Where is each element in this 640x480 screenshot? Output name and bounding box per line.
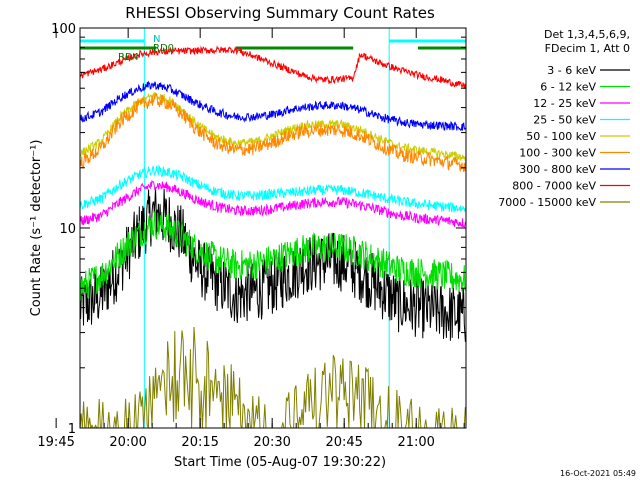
rd4-label: RD4: [118, 52, 139, 63]
legend: Det 1,3,4,5,6,9, FDecim 1, Att 0 3 - 6 k…: [498, 28, 630, 209]
x-tick-label-3: 20:30: [253, 435, 290, 450]
legend-label-8: 7000 - 15000 keV: [498, 196, 596, 209]
x-tick-label-2: 20:15: [181, 435, 218, 450]
y-tick-label-2: 100: [51, 22, 76, 37]
series-line-0: [80, 187, 466, 342]
legend-label-3: 25 - 50 keV: [533, 114, 596, 127]
x-axis: 19:45 20:00 20:15 20:30 20:45 21:00: [37, 28, 465, 450]
x-axis-label: Start Time (05-Aug-07 19:30:22): [174, 455, 386, 470]
series-line-5: [80, 92, 466, 173]
x-tick-label-1: 20:00: [109, 435, 146, 450]
x-tick-label-0: 19:45: [37, 435, 74, 450]
x-tick-label-5: 21:00: [397, 435, 434, 450]
rd0-label: RD0: [153, 43, 174, 54]
series-line-7: [80, 45, 466, 89]
y-axis-label: Count Rate (s⁻¹ detector⁻¹): [29, 140, 44, 317]
legend-label-6: 300 - 800 keV: [519, 163, 596, 176]
y-tick-label-1: 10: [59, 222, 76, 237]
x-tick-label-4: 20:45: [325, 435, 362, 450]
traces-group: [80, 28, 466, 428]
legend-label-2: 12 - 25 keV: [533, 97, 596, 110]
series-line-6: [80, 80, 466, 132]
legend-label-4: 50 - 100 keV: [526, 130, 596, 143]
legend-header-line-2: FDecim 1, Att 0: [545, 42, 630, 55]
series-line-8: [80, 326, 466, 428]
y-tick-label-0: 1: [68, 422, 76, 437]
legend-label-7: 800 - 7000 keV: [512, 180, 596, 193]
series-line-2: [80, 179, 466, 228]
series-line-1: [80, 211, 466, 302]
y-axis: 1 10 100: [51, 22, 466, 437]
series-line-4: [80, 92, 466, 162]
legend-label-0: 3 - 6 keV: [547, 64, 596, 77]
chart-title: RHESSI Observing Summary Count Rates: [125, 4, 435, 22]
timestamp: 16-Oct-2021 05:49: [560, 469, 636, 478]
legend-header-line-1: Det 1,3,4,5,6,9,: [544, 28, 630, 41]
series-line-3: [80, 164, 466, 213]
night-label: N: [153, 34, 160, 45]
annotations: N RD4 RD0: [118, 34, 174, 63]
plot-area: [80, 28, 466, 428]
legend-label-5: 100 - 300 keV: [519, 147, 596, 160]
legend-label-1: 6 - 12 keV: [540, 81, 596, 94]
